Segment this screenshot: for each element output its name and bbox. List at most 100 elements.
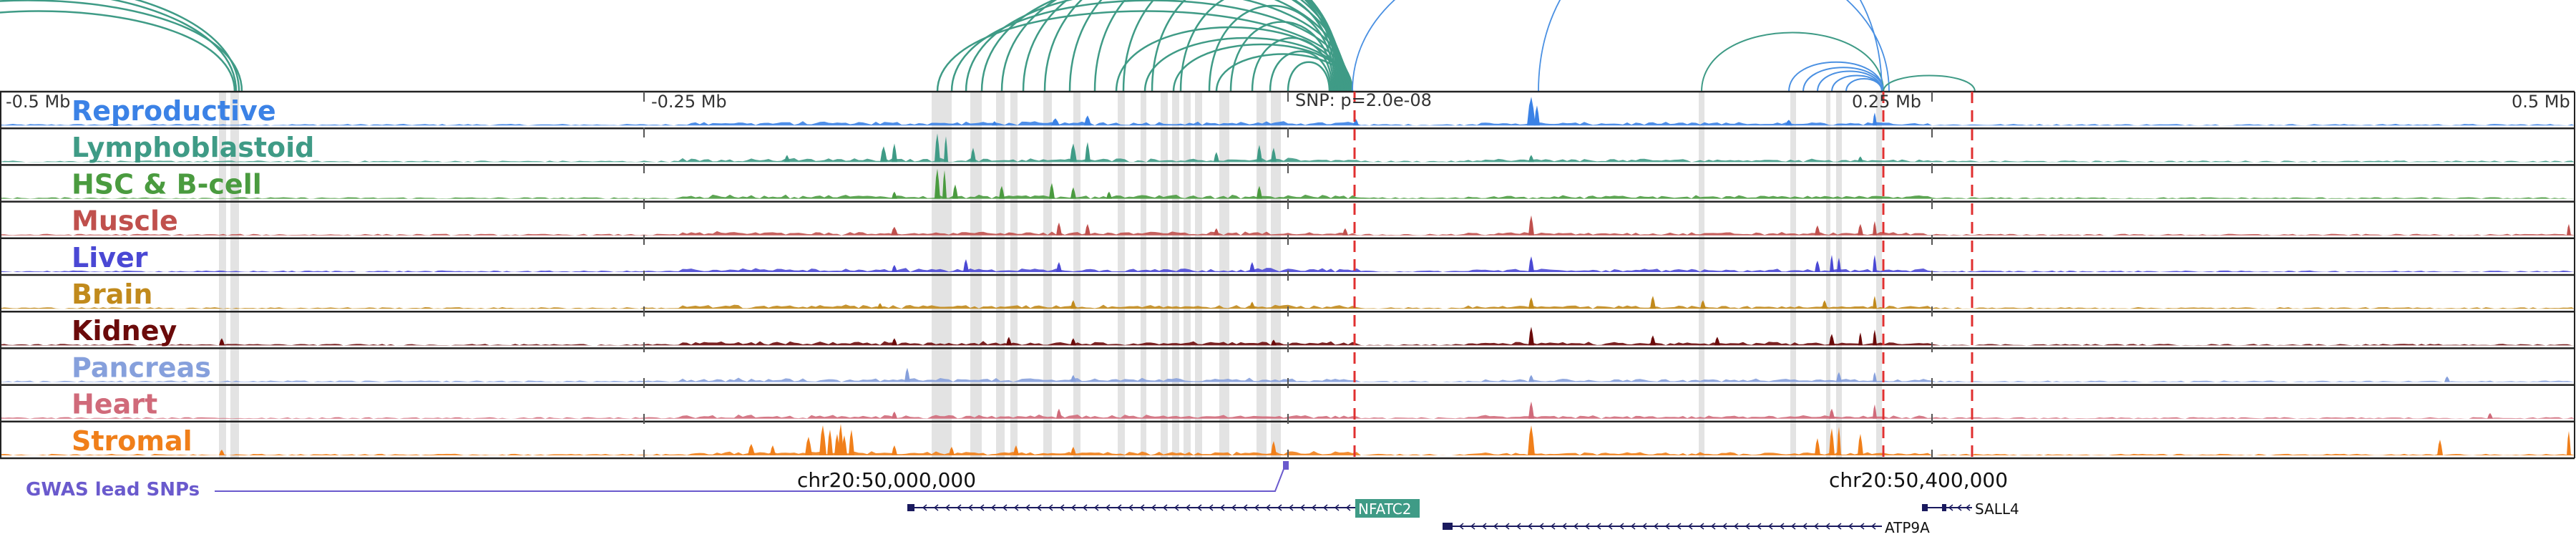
gwas-connector xyxy=(215,465,1286,492)
loop-arc xyxy=(1179,0,1338,92)
signal-peak xyxy=(1070,338,1076,346)
coordinate-left: chr20:50,000,000 xyxy=(797,468,976,492)
signal-peak xyxy=(952,184,958,199)
strand-arrow xyxy=(1619,523,1624,530)
track-label-liver: Liver xyxy=(72,242,148,274)
loop-arc xyxy=(110,0,238,92)
signal-peak xyxy=(1873,221,1877,236)
signal-peak xyxy=(1056,222,1062,236)
loop-arc xyxy=(950,0,1352,92)
signal-peak xyxy=(1070,143,1077,163)
gene-track: NFATC2 SALL4 ATP9A xyxy=(907,499,2019,536)
signal-peak xyxy=(1528,326,1534,346)
strand-arrow xyxy=(1710,523,1716,530)
gwas-snp-marker[interactable] xyxy=(1283,461,1289,470)
strand-arrow xyxy=(922,504,927,511)
gwas-track-label: GWAS lead SNPs xyxy=(26,479,200,500)
track-label-lymphoblastoid: Lymphoblastoid xyxy=(72,132,314,163)
loop-arc xyxy=(1151,0,1340,92)
scale-bar: -0.5 Mb -0.25 Mb SNP: p=2.0e-08 0.25 Mb … xyxy=(6,90,2570,112)
signal-peak xyxy=(849,430,854,455)
signal-peak xyxy=(1271,339,1277,346)
strand-arrow xyxy=(1116,504,1122,511)
signal-peak xyxy=(1271,147,1277,163)
signal-peak xyxy=(880,146,887,163)
strand-arrow xyxy=(1059,504,1065,511)
loop-arc xyxy=(0,10,236,92)
gene-atp9a[interactable]: ATP9A xyxy=(1443,519,1930,536)
strand-arrow xyxy=(990,504,996,511)
signal-peak xyxy=(1013,445,1019,455)
scale-label-right-mid: 0.25 Mb xyxy=(1852,92,1921,112)
strand-arrow xyxy=(1836,523,1842,530)
track-label-hsc-b-cell: HSC & B-cell xyxy=(72,168,262,200)
strand-arrow xyxy=(1630,523,1636,530)
strand-arrow xyxy=(1231,504,1236,511)
loop-arc xyxy=(1802,67,1884,92)
signal-peak xyxy=(1873,329,1877,346)
signal-peak xyxy=(1528,425,1535,455)
signal-peak xyxy=(1085,223,1091,236)
signal-peak xyxy=(892,338,897,346)
strand-arrow xyxy=(1493,523,1498,530)
signal-peak xyxy=(1528,256,1534,272)
signal-peak xyxy=(892,191,897,199)
strand-arrow xyxy=(1345,504,1351,511)
strand-arrow xyxy=(1002,504,1008,511)
strand-arrow xyxy=(1504,523,1510,530)
track-pancreas xyxy=(0,347,2575,382)
signal-peak xyxy=(1049,183,1055,199)
strand-arrow xyxy=(1653,523,1659,530)
signal-peak xyxy=(748,444,755,455)
loop-arc xyxy=(1845,78,1883,92)
signal-peak xyxy=(1528,297,1534,309)
strand-arrow xyxy=(1151,504,1156,511)
gene-sall4[interactable]: SALL4 xyxy=(1922,500,2019,518)
signal-peak xyxy=(1353,119,1359,126)
signal-peak xyxy=(1528,374,1534,382)
gene-nfatc2[interactable]: NFATC2 xyxy=(907,499,1420,518)
signal-peak xyxy=(2567,431,2571,455)
signal-peak xyxy=(1534,105,1540,126)
signal-peak xyxy=(1214,228,1219,236)
strand-arrow xyxy=(1254,504,1259,511)
signal-peak xyxy=(1528,401,1534,419)
signal-peak xyxy=(877,303,883,309)
signal-peak xyxy=(1070,300,1076,309)
signal-peak xyxy=(2444,376,2450,382)
strand-arrow xyxy=(1299,504,1305,511)
strand-arrow xyxy=(1607,523,1613,530)
signal-peak xyxy=(1858,332,1863,346)
signal-peak xyxy=(1249,301,1255,309)
strand-arrow xyxy=(979,504,985,511)
signal-peak xyxy=(1700,300,1706,309)
strand-arrow xyxy=(1013,504,1019,511)
signal-peak xyxy=(1271,441,1277,455)
signal-background xyxy=(0,158,2575,163)
strand-arrow xyxy=(1265,504,1271,511)
loop-arc xyxy=(1538,0,1883,92)
signal-peak xyxy=(942,170,947,199)
strand-arrow xyxy=(1162,504,1168,511)
signal-peak xyxy=(1830,255,1834,272)
signal-peak xyxy=(1214,152,1219,163)
snp-pvalue-label: SNP: p=2.0e-08 xyxy=(1295,90,1432,110)
signal-peak xyxy=(999,185,1005,199)
strand-arrow xyxy=(1676,523,1682,530)
track-heart xyxy=(0,384,2575,419)
strand-arrow xyxy=(1825,523,1830,530)
signal-peak xyxy=(1070,187,1076,199)
strand-arrow xyxy=(1185,504,1191,511)
strand-arrow xyxy=(1956,504,1962,511)
signal-background xyxy=(0,194,2575,199)
signal-peak xyxy=(1342,228,1348,236)
strand-arrow xyxy=(1322,504,1328,511)
signal-peak xyxy=(1829,334,1835,346)
signal-peak xyxy=(1650,335,1656,346)
signal-peak xyxy=(784,155,790,163)
signal-peak xyxy=(1858,434,1863,455)
signal-peak xyxy=(1528,215,1534,236)
gene-label-sall4: SALL4 xyxy=(1975,500,2019,518)
signal-peak xyxy=(2437,440,2443,455)
